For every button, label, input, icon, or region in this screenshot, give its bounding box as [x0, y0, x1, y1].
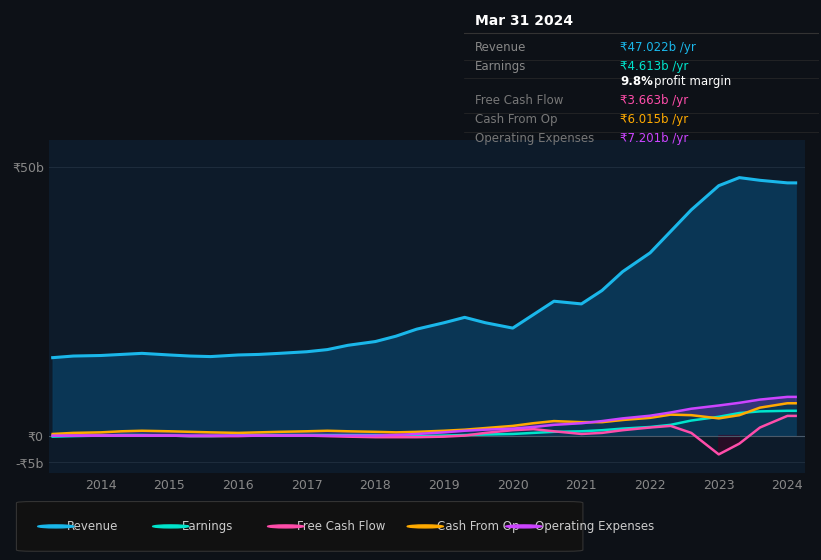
Text: Earnings: Earnings [182, 520, 234, 533]
Circle shape [407, 525, 443, 528]
Text: ₹4.613b /yr: ₹4.613b /yr [620, 59, 688, 73]
Text: Revenue: Revenue [475, 41, 526, 54]
Text: Operating Expenses: Operating Expenses [475, 132, 594, 145]
FancyBboxPatch shape [16, 502, 583, 551]
Circle shape [153, 525, 189, 528]
Circle shape [506, 525, 542, 528]
Text: 9.8%: 9.8% [620, 76, 653, 88]
Text: profit margin: profit margin [654, 76, 731, 88]
Text: Cash From Op: Cash From Op [437, 520, 519, 533]
Text: ₹47.022b /yr: ₹47.022b /yr [620, 41, 695, 54]
Circle shape [268, 525, 304, 528]
Text: ₹3.663b /yr: ₹3.663b /yr [620, 94, 688, 107]
Text: Mar 31 2024: Mar 31 2024 [475, 14, 572, 28]
Text: Revenue: Revenue [67, 520, 119, 533]
Text: Free Cash Flow: Free Cash Flow [297, 520, 386, 533]
Text: Earnings: Earnings [475, 59, 526, 73]
Circle shape [38, 525, 74, 528]
Text: Operating Expenses: Operating Expenses [535, 520, 654, 533]
Text: ₹6.015b /yr: ₹6.015b /yr [620, 113, 688, 126]
Text: Cash From Op: Cash From Op [475, 113, 557, 126]
Text: Free Cash Flow: Free Cash Flow [475, 94, 563, 107]
Text: ₹7.201b /yr: ₹7.201b /yr [620, 132, 688, 145]
